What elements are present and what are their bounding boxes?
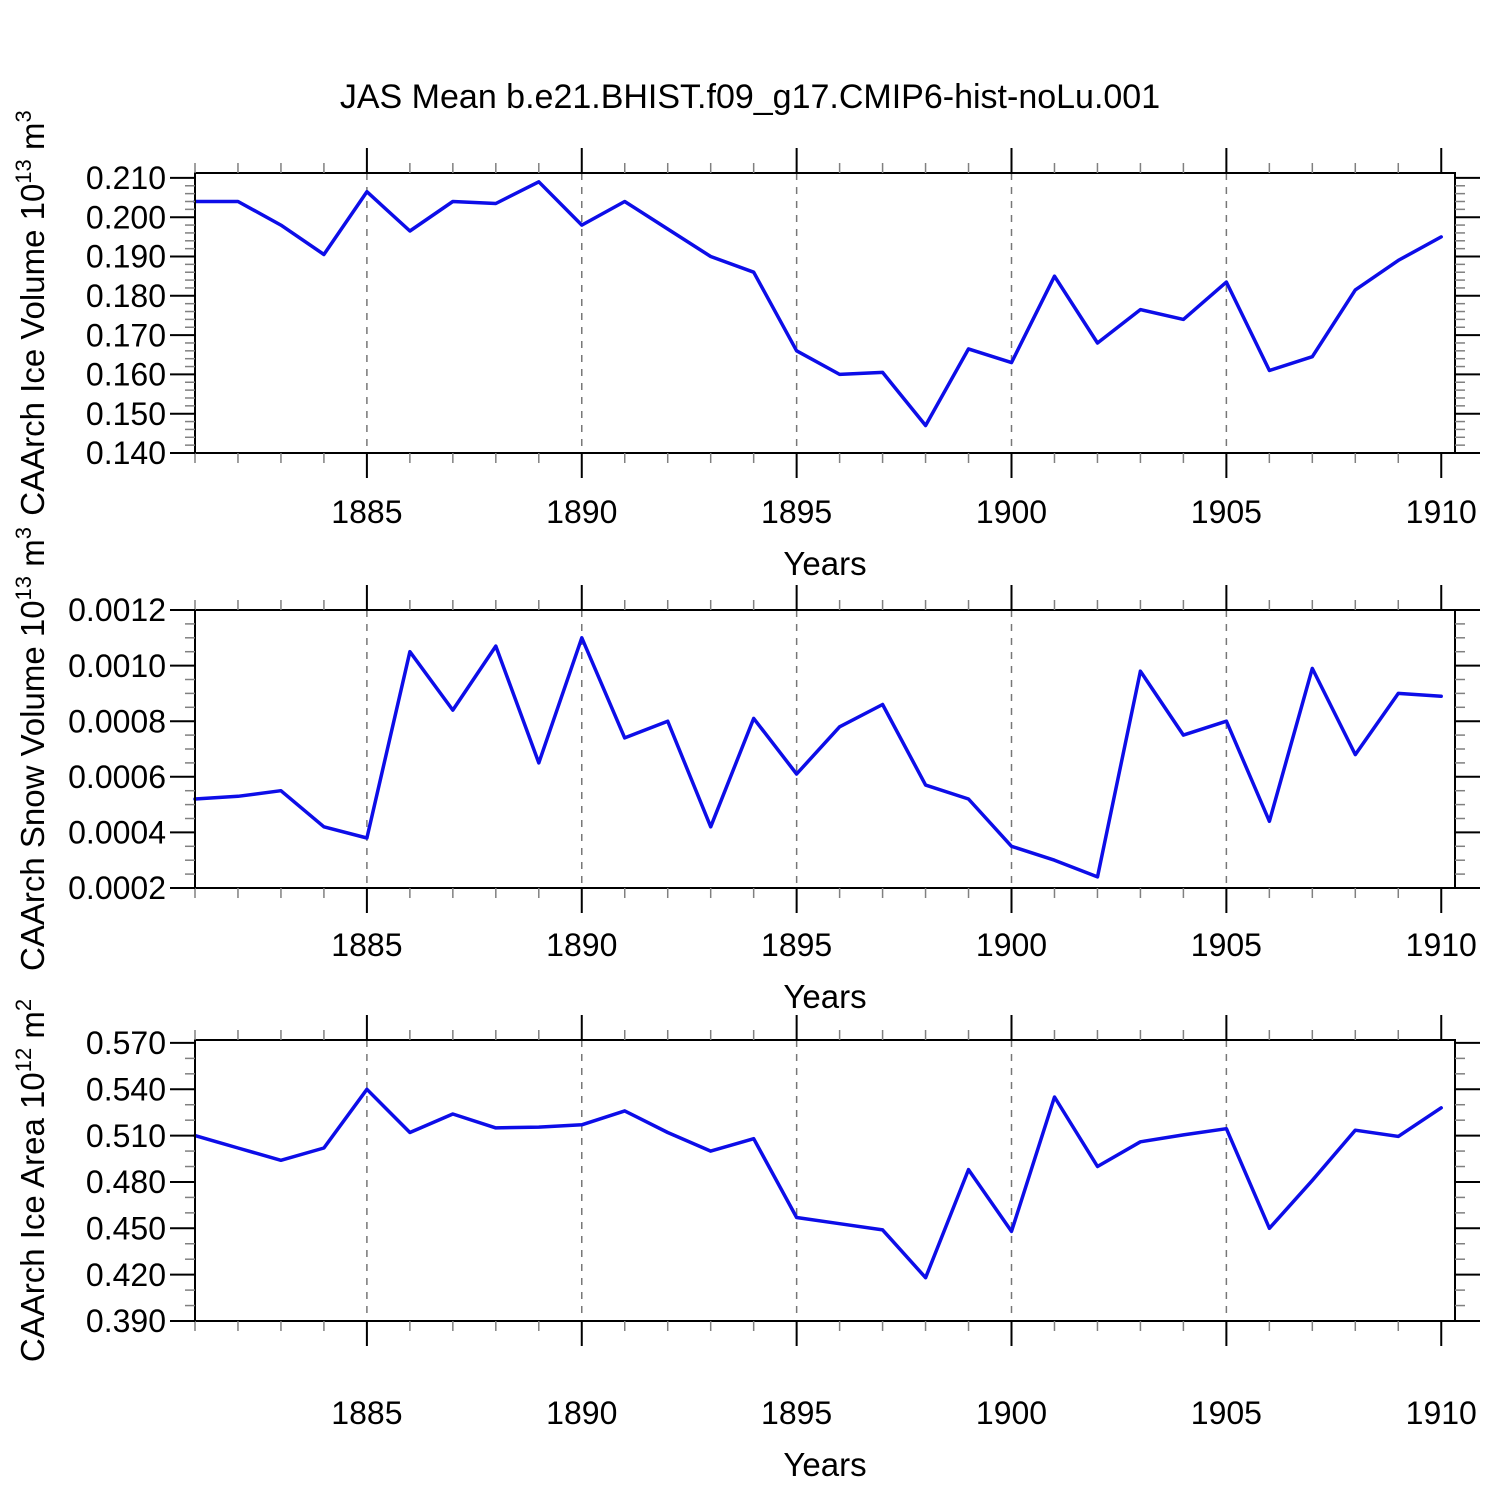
y-tick-label: 0.390 xyxy=(86,1303,166,1339)
y-tick-label: 0.190 xyxy=(86,239,166,275)
y-tick-label: 0.180 xyxy=(86,278,166,314)
plot-frame xyxy=(194,1039,1456,1322)
panel-caarch-ice-area: 1885 1890 1895 1900 1905 1910 0.390 0.420 0.450 0… xyxy=(11,999,1480,1483)
series-line-caarch-snow-volume xyxy=(193,636,1443,879)
y-axis-title: CAArch Ice Area 1012 m2 xyxy=(11,999,51,1362)
x-tick-label: 1900 xyxy=(976,927,1047,963)
x-tick-label: 1885 xyxy=(331,927,402,963)
y-tick-label: 0.0002 xyxy=(68,870,166,906)
x-tick-label: 1910 xyxy=(1406,927,1477,963)
y-tick-label: 0.0004 xyxy=(68,815,166,851)
x-tick-label: 1910 xyxy=(1406,1395,1477,1431)
x-tick-label: 1895 xyxy=(761,927,832,963)
panel-caarch-snow-volume: 1885 1890 1895 1900 1905 1910 0.0002 0.0004 0.00… xyxy=(11,527,1480,1015)
x-tick-label: 1905 xyxy=(1191,927,1262,963)
y-tick-label: 0.480 xyxy=(86,1164,166,1200)
x-axis-title: Years xyxy=(783,978,866,1015)
x-tick-label: 1890 xyxy=(546,1395,617,1431)
y-tick-label: 0.570 xyxy=(86,1025,166,1061)
x-tick-label: 1890 xyxy=(546,494,617,530)
y-axis-title: CAArch Snow Volume 1013 m3 xyxy=(11,527,51,971)
y-tick-label: 0.420 xyxy=(86,1257,166,1293)
x-tick-label: 1910 xyxy=(1406,494,1477,530)
series-line-caarch-ice-volume xyxy=(193,180,1443,428)
y-tick-label: 0.540 xyxy=(86,1071,166,1107)
y-tick-label: 0.140 xyxy=(86,435,166,471)
series-line-caarch-ice-area xyxy=(193,1087,1443,1280)
y-tick-label: 0.0012 xyxy=(68,592,166,628)
y-tick-label: 0.160 xyxy=(86,357,166,393)
y-tick-label: 0.510 xyxy=(86,1118,166,1154)
y-axis-title: CAArch Ice Volume 1013 m3 xyxy=(11,110,51,515)
x-tick-label: 1890 xyxy=(546,927,617,963)
chart-title: JAS Mean b.e21.BHIST.f09_g17.CMIP6-hist-… xyxy=(339,78,1161,116)
plot-frame xyxy=(194,172,1456,454)
y-tick-label: 0.0010 xyxy=(68,648,166,684)
x-tick-label: 1905 xyxy=(1191,1395,1262,1431)
x-axis-title: Years xyxy=(783,545,866,582)
plot-frame xyxy=(194,609,1456,889)
x-tick-label: 1900 xyxy=(976,1395,1047,1431)
y-tick-label: 0.150 xyxy=(86,396,166,432)
x-tick-label: 1885 xyxy=(331,494,402,530)
y-tick-label: 0.0008 xyxy=(68,703,166,739)
x-axis-title: Years xyxy=(783,1446,866,1483)
x-tick-label: 1900 xyxy=(976,494,1047,530)
y-tick-label: 0.170 xyxy=(86,317,166,353)
y-tick-label: 0.210 xyxy=(86,160,166,196)
y-tick-label: 0.0006 xyxy=(68,759,166,795)
y-tick-label: 0.200 xyxy=(86,199,166,235)
x-tick-label: 1895 xyxy=(761,494,832,530)
x-tick-label: 1885 xyxy=(331,1395,402,1431)
y-tick-label: 0.450 xyxy=(86,1211,166,1247)
x-tick-label: 1895 xyxy=(761,1395,832,1431)
x-tick-label: 1905 xyxy=(1191,494,1262,530)
